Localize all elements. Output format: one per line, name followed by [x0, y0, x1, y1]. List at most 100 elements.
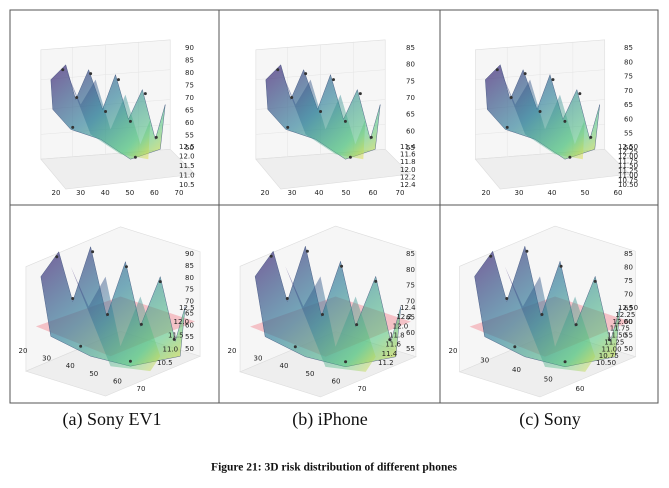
z-tick-label: 50 — [624, 144, 633, 152]
y-tick-label: 11.0 — [179, 172, 195, 180]
z-tick-label: 50 — [624, 345, 633, 353]
x-tick-label: 50 — [89, 370, 98, 378]
y-tick-label: 10.5 — [157, 359, 173, 367]
y-tick-label: 12.2 — [400, 173, 416, 181]
y-tick-label: 11.5 — [168, 332, 184, 340]
z-tick-label: 65 — [185, 309, 194, 317]
z-tick-label: 55 — [624, 331, 633, 339]
z-tick-label: 55 — [185, 132, 194, 140]
x-tick-label: 50 — [544, 376, 553, 384]
z-tick-label: 75 — [185, 82, 194, 90]
y-tick-label: 11.6 — [385, 341, 401, 349]
z-tick-label: 90 — [185, 44, 194, 52]
z-tick-label: 65 — [185, 107, 194, 115]
x-tick-label: 40 — [66, 362, 75, 370]
y-tick-label: 12.00 — [618, 153, 638, 161]
y-tick-label: 12.5 — [179, 143, 195, 151]
z-tick-label: 85 — [406, 250, 415, 258]
x-tick-label: 60 — [113, 377, 122, 385]
x-tick-label: 70 — [358, 385, 367, 393]
z-tick-label: 75 — [624, 277, 633, 285]
y-tick-label: 10.50 — [618, 181, 638, 189]
plot — [255, 39, 411, 190]
figure-caption: Figure 21: 3D risk distribution of diffe… — [211, 462, 457, 474]
z-tick-label: 80 — [185, 274, 194, 282]
y-tick-label: 11.00 — [618, 172, 638, 180]
y-tick-label: 11.4 — [382, 350, 398, 358]
z-tick-label: 60 — [624, 115, 633, 123]
y-tick-label: 11.6 — [400, 151, 416, 159]
z-tick-label: 60 — [185, 119, 194, 127]
x-tick-label: 50 — [125, 189, 134, 197]
y-tick-label: 12.0 — [393, 322, 409, 330]
z-tick-label: 80 — [624, 58, 633, 66]
y-tick-label: 12.2 — [396, 313, 412, 321]
z-tick-label: 85 — [185, 262, 194, 270]
x-tick-label: 40 — [280, 362, 289, 370]
y-tick-label: 11.25 — [604, 338, 624, 346]
y-tick-label: 11.4 — [400, 143, 416, 151]
x-tick-label: 30 — [254, 355, 263, 363]
plot — [25, 226, 201, 397]
y-tick-label: 11.75 — [618, 157, 638, 165]
x-tick-label: 40 — [315, 189, 324, 197]
caption: (b) iPhone — [292, 409, 368, 430]
y-tick-label: 10.75 — [618, 176, 638, 184]
z-tick-label: 60 — [624, 318, 633, 326]
y-tick-label: 12.00 — [613, 318, 633, 326]
y-tick-label: 11.8 — [400, 158, 416, 166]
y-tick-label: 11.50 — [618, 162, 638, 170]
x-tick-label: 60 — [614, 189, 623, 197]
y-tick-label: 12.25 — [615, 311, 635, 319]
x-tick-label: 70 — [175, 189, 184, 197]
z-tick-label: 80 — [624, 264, 633, 272]
x-tick-label: 20 — [52, 189, 61, 197]
y-tick-label: 11.75 — [610, 325, 630, 333]
z-tick-label: 65 — [406, 313, 415, 321]
x-tick-label: 60 — [332, 377, 341, 385]
y-tick-label: 12.4 — [400, 304, 416, 312]
z-tick-label: 55 — [406, 144, 415, 152]
y-tick-label: 10.5 — [179, 181, 195, 189]
plot — [239, 225, 417, 398]
z-tick-label: 85 — [406, 44, 415, 52]
x-tick-label: 50 — [306, 370, 315, 378]
figure-frame — [9, 9, 659, 404]
x-tick-label: 20 — [261, 189, 270, 197]
y-tick-label: 11.5 — [179, 162, 195, 170]
z-tick-label: 70 — [624, 291, 633, 299]
z-tick-label: 70 — [185, 94, 194, 102]
z-tick-label: 55 — [185, 333, 194, 341]
x-tick-label: 30 — [42, 355, 51, 363]
y-tick-label: 12.4 — [400, 181, 416, 189]
y-tick-label: 11.0 — [163, 345, 179, 353]
y-tick-label: 12.0 — [179, 153, 195, 161]
z-tick-label: 55 — [406, 345, 415, 353]
x-tick-label: 60 — [369, 189, 378, 197]
y-tick-label: 11.25 — [618, 167, 638, 175]
x-tick-label: 40 — [548, 189, 557, 197]
z-tick-label: 75 — [406, 282, 415, 290]
x-tick-label: 60 — [576, 385, 585, 393]
z-tick-label: 70 — [406, 298, 415, 306]
x-tick-label: 30 — [480, 357, 489, 365]
plot — [459, 225, 636, 398]
y-tick-label: 12.50 — [618, 304, 638, 312]
z-tick-label: 65 — [624, 304, 633, 312]
z-tick-label: 70 — [185, 298, 194, 306]
y-tick-label: 12.0 — [174, 318, 190, 326]
x-tick-label: 20 — [19, 347, 28, 355]
y-tick-label: 11.8 — [389, 332, 405, 340]
y-tick-label: 10.50 — [596, 359, 616, 367]
y-tick-label: 12.50 — [618, 143, 638, 151]
caption: (a) Sony EV1 — [63, 409, 162, 430]
x-tick-label: 40 — [512, 366, 521, 374]
z-tick-label: 85 — [624, 44, 633, 52]
x-tick-label: 60 — [150, 189, 159, 197]
z-tick-label: 85 — [624, 250, 633, 258]
x-tick-label: 70 — [396, 189, 405, 197]
x-tick-label: 30 — [288, 189, 297, 197]
z-tick-label: 80 — [185, 69, 194, 77]
z-tick-label: 70 — [406, 94, 415, 102]
